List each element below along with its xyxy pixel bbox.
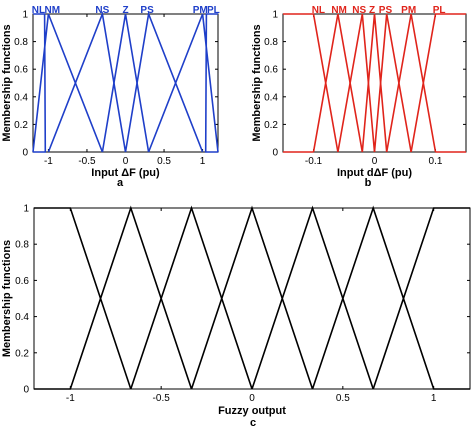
mf-label-ps: PS — [379, 5, 393, 16]
y-tick-label: 0.2 — [264, 120, 278, 131]
mf-label-nm: NM — [331, 5, 347, 16]
mf-label-pm: PM — [193, 5, 208, 16]
axes-frame — [33, 207, 471, 390]
y-tick-label: 0.4 — [14, 92, 28, 103]
mf-label-ns: NS — [95, 5, 109, 16]
x-tick-label: -0.5 — [78, 156, 96, 167]
y-axis-label: Membership functions — [1, 24, 13, 141]
y-tick-label: 0 — [23, 385, 29, 396]
y-tick-label: 1 — [22, 10, 28, 21]
x-axis-label: Input dΔF (pu) — [337, 167, 412, 179]
membership-function-line-pl — [410, 13, 466, 153]
mf-label-z: Z — [122, 5, 128, 16]
x-tick-label: 0.1 — [429, 156, 443, 167]
x-tick-label: 0 — [372, 156, 378, 167]
mf-label-pm: PM — [401, 5, 416, 16]
y-tick-label: 1 — [272, 10, 278, 21]
mf-label-pl: PL — [433, 5, 446, 16]
x-tick-label: -0.5 — [153, 393, 171, 404]
y-axis-label: Membership functions — [1, 240, 13, 357]
y-tick-label: 0.4 — [15, 312, 29, 323]
membership-function-line-pl — [204, 13, 218, 153]
membership-function-line — [372, 207, 470, 390]
x-tick-label: -0.1 — [305, 156, 323, 167]
membership-function-line-ps — [124, 11, 204, 153]
y-tick-label: 0.2 — [14, 120, 28, 131]
x-tick-label: 0.5 — [336, 393, 350, 404]
chart-panel-a: -1 -0.5 0 0.5 1 0 0.2 0.4 0.6 0.8 1 NL NM NS Z PS PM PL In… — [1, 5, 220, 179]
x-tick-label: -1 — [66, 393, 75, 404]
membership-function-line-pm — [147, 13, 219, 153]
y-tick-label: 1 — [23, 204, 29, 215]
y-tick-label: 0.8 — [15, 240, 29, 251]
membership-function-line-nl — [33, 13, 47, 153]
x-axis-label: Fuzzy output — [218, 405, 286, 417]
y-tick-label: 0.4 — [264, 92, 278, 103]
y-tick-label: 0.6 — [14, 65, 28, 76]
axes-frame — [282, 13, 467, 153]
mf-label-ps: PS — [140, 5, 154, 16]
x-tick-label: 1 — [200, 156, 206, 167]
membership-function-line — [190, 205, 314, 390]
membership-function-line-ns — [47, 11, 127, 153]
membership-function-line — [34, 205, 193, 390]
membership-function-line-z — [361, 13, 388, 153]
x-tick-label: 0 — [249, 393, 255, 404]
membership-function-line-nm — [312, 13, 364, 153]
membership-function-line-ns — [337, 13, 376, 153]
y-tick-label: 0.8 — [264, 37, 278, 48]
x-tick-label: 0 — [123, 156, 129, 167]
x-tick-label: -1 — [44, 156, 53, 167]
panel-letter-a: a — [117, 177, 124, 189]
membership-function-line — [130, 205, 253, 390]
y-tick-label: 0.6 — [264, 65, 278, 76]
chart-panel-b: -0.1 0 0.1 0 0.2 0.4 0.6 0.8 1 NL NM NS Z PS PM PL Input… — [251, 5, 467, 179]
membership-function-line-nl — [283, 13, 339, 153]
y-tick-label: 0 — [22, 148, 28, 159]
membership-function-line-nm — [32, 13, 104, 153]
x-axis-label: Input ΔF (pu) — [91, 167, 160, 179]
x-tick-label: 0.5 — [157, 156, 171, 167]
panel-letter-b: b — [365, 177, 372, 189]
mf-label-nm: NM — [44, 5, 60, 16]
mf-label-nl: NL — [32, 5, 45, 16]
y-tick-label: 0.2 — [15, 348, 29, 359]
axes-frame — [32, 13, 219, 153]
membership-function-line-z — [101, 13, 150, 153]
y-axis-label: Membership functions — [251, 24, 263, 141]
mf-label-pl: PL — [207, 5, 220, 16]
membership-function-line — [251, 205, 374, 390]
membership-function-line-ps — [373, 13, 412, 153]
membership-function-line — [311, 205, 470, 390]
mf-label-nl: NL — [312, 5, 325, 16]
x-tick-label: 1 — [431, 393, 437, 404]
membership-function-line-pm — [385, 13, 437, 153]
panel-letter-c: c — [250, 417, 256, 429]
mf-label-z: Z — [369, 5, 375, 16]
mf-label-ns: NS — [352, 5, 366, 16]
y-tick-label: 0.8 — [14, 37, 28, 48]
y-tick-label: 0 — [272, 148, 278, 159]
membership-function-line — [34, 207, 132, 390]
chart-panel-c: -1 -0.5 0 0.5 1 0 0.2 0.4 0.6 0.8 1 Fuzzy output Mem… — [1, 204, 471, 417]
y-tick-label: 0.6 — [15, 276, 29, 287]
